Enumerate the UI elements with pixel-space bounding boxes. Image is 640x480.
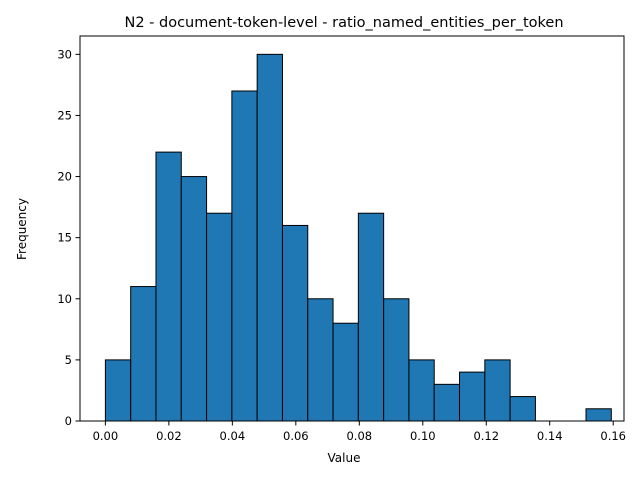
y-tick-label: 30 xyxy=(57,47,72,61)
y-tick-label: 25 xyxy=(57,108,72,122)
y-tick-label: 10 xyxy=(57,292,72,306)
histogram-bar xyxy=(509,396,536,422)
histogram-bar xyxy=(408,359,435,422)
bars-group xyxy=(104,53,612,422)
y-tick-label: 5 xyxy=(65,353,72,367)
x-tick-label: 0.12 xyxy=(473,429,499,443)
x-axis-label: Value xyxy=(328,451,361,465)
histogram-bar xyxy=(383,298,410,422)
y-tick-label: 15 xyxy=(57,231,72,245)
histogram-bar xyxy=(155,151,182,422)
histogram-bar xyxy=(585,408,612,422)
x-tick-label: 0.02 xyxy=(156,429,182,443)
plot-frame xyxy=(79,35,625,422)
y-axis: 0 5 10 15 20 25 30 xyxy=(57,47,80,428)
histogram-bar xyxy=(231,90,258,422)
histogram-bar xyxy=(357,212,385,422)
x-axis: 0.00 0.02 0.04 0.06 0.08 0.10 0.12 0.14 0.16 xyxy=(93,421,626,443)
histogram-bar xyxy=(180,176,208,422)
histogram-bar xyxy=(206,212,233,422)
x-tick-label: 0.04 xyxy=(220,429,246,443)
histogram-bar xyxy=(256,53,283,422)
chart-title: N2 - document-token-level - ratio_named_… xyxy=(124,15,563,31)
histogram-bar xyxy=(484,359,511,422)
y-tick-label: 20 xyxy=(57,170,72,184)
histogram-bar xyxy=(130,286,157,422)
x-tick-label: 0.14 xyxy=(537,429,563,443)
histogram-bar xyxy=(433,383,461,422)
x-tick-label: 0.08 xyxy=(346,429,372,443)
y-tick-label: 0 xyxy=(65,414,72,428)
x-tick-label: 0.10 xyxy=(410,429,436,443)
histogram-bar xyxy=(281,224,309,422)
histogram-bar xyxy=(307,298,334,422)
histogram-bar xyxy=(104,359,132,422)
x-tick-label: 0.06 xyxy=(283,429,309,443)
histogram-bar xyxy=(459,371,486,422)
x-tick-label: 0.00 xyxy=(93,429,119,443)
x-tick-label: 0.16 xyxy=(600,429,626,443)
y-axis-label: Frequency xyxy=(15,198,29,260)
histogram-bar xyxy=(332,322,359,422)
